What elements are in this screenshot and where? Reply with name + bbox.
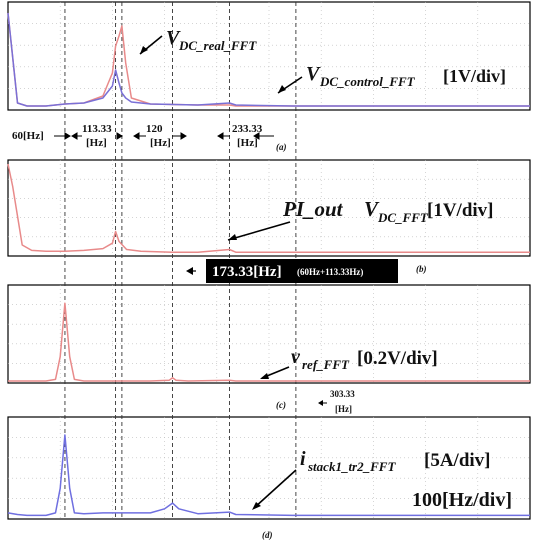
- caption-c: (c): [276, 400, 286, 410]
- panel-c-series: [8, 302, 530, 382]
- label-vdc-control-unit: [1V/div]: [443, 66, 506, 86]
- freq-label-60: 60[Hz]: [12, 130, 44, 142]
- callout-note: (60Hz+113.33Hz): [297, 267, 363, 277]
- caption-b: (b): [416, 264, 427, 274]
- panel-c-grid: [8, 285, 530, 383]
- freq-label-303-unit: [Hz]: [335, 404, 352, 414]
- frequency-marker-lines: [64, 2, 297, 519]
- panel-d-series: [7, 434, 530, 517]
- label-vdc-real-sub: DC_real_FFT: [178, 38, 257, 53]
- arrow-vdc-real-head: [140, 46, 148, 54]
- series-line-pi-out-v-dc-fft: [7, 163, 530, 253]
- series-line-v-ref-fft: [8, 302, 530, 382]
- panel-a-series: [7, 12, 530, 107]
- frequency-callout-box: [206, 259, 398, 283]
- label-pi-v: V: [364, 197, 380, 221]
- label-istack-sub: stack1_tr2_FFT: [307, 459, 396, 474]
- label-pi-sub: DC_FFT: [377, 210, 429, 225]
- freq-label-120-unit: [Hz]: [150, 137, 171, 149]
- arrow-istack: [253, 469, 297, 509]
- label-pi-unit: [1V/div]: [427, 200, 494, 221]
- freq-label-113-unit: [Hz]: [86, 137, 107, 149]
- caption-d: (d): [262, 530, 273, 540]
- label-vref-unit: [0.2V/div]: [357, 348, 438, 369]
- label-istack-i: i: [300, 448, 306, 470]
- caption-a: (a): [276, 142, 287, 152]
- freq-label-303-value: 303.33: [330, 389, 355, 399]
- panel-b-series: [7, 163, 530, 253]
- label-istack-unit: [5A/div]: [424, 450, 491, 471]
- series-line-i-stack1-tr2-fft: [7, 434, 530, 517]
- arrow-303-head: [318, 400, 323, 406]
- callout-arrow-head: [186, 267, 193, 275]
- label-vref-sub: ref_FFT: [302, 357, 350, 372]
- label-pi-out: PI_out: [282, 197, 344, 221]
- label-vdc-real-main: V: [166, 27, 181, 49]
- panel-d-grid: [8, 417, 530, 519]
- scale-label: 100[Hz/div]: [412, 489, 512, 511]
- arrow-vdc-control-head: [278, 85, 286, 93]
- freq-interval-arrows: [54, 132, 274, 140]
- arrow-vref-head: [260, 373, 269, 379]
- freq-label-113-value: 113.33: [82, 123, 112, 135]
- panel-b-grid: [8, 160, 530, 256]
- series-line-v-dc-control-fft: [7, 12, 530, 107]
- freq-label-120-value: 120: [146, 123, 163, 135]
- label-vdc-control-main: V: [306, 63, 321, 85]
- freq-label-233-value: 233.33: [232, 123, 263, 135]
- arrow-istack-head: [252, 502, 261, 510]
- freq-label-233-unit: [Hz]: [237, 137, 258, 149]
- panel-a-grid: [8, 2, 530, 110]
- label-vref-v: v: [291, 346, 301, 368]
- arrow-pi-out-head: [228, 234, 237, 240]
- arrow-pi-out: [227, 221, 291, 241]
- callout-frequency: 173.33[Hz]: [212, 264, 282, 280]
- label-vdc-control-sub: DC_control_FFT: [319, 74, 416, 89]
